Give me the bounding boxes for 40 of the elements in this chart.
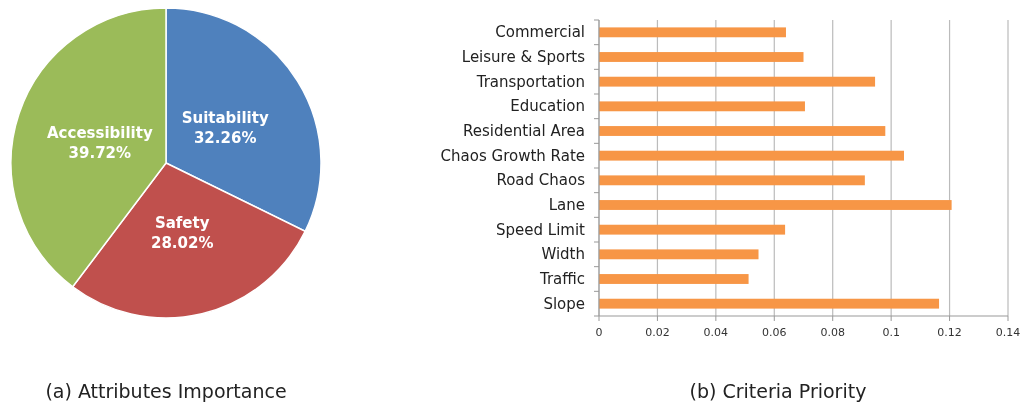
bar — [599, 249, 759, 260]
y-tick-label: Leisure & Sports — [461, 48, 586, 66]
bar — [599, 76, 876, 87]
text: (a) Attributes Importance — [45, 380, 287, 402]
y-tick-label: Education — [510, 97, 585, 116]
slice-label: Safety — [154, 213, 210, 232]
bar — [599, 274, 749, 284]
y-tick-label: Traffic — [538, 270, 585, 288]
y-tick-label: Transportation — [475, 72, 585, 91]
y-tick-label: Commercial — [495, 23, 585, 42]
y-tick-label: Slope — [543, 294, 585, 313]
text: (b) Criteria Priority — [689, 380, 867, 402]
x-tick-label: 0.14 — [995, 326, 1021, 339]
slice-label: Accessibility — [47, 123, 153, 142]
bar — [599, 224, 786, 235]
x-tick-label: 0 — [595, 326, 603, 339]
data-label: 28.02% — [150, 233, 214, 252]
x-tick-label: 0.08 — [820, 326, 845, 339]
x-tick-label: 0.04 — [703, 326, 729, 339]
y-tick-label: Road Chaos — [496, 171, 586, 190]
bar — [599, 200, 952, 210]
bar — [599, 27, 786, 38]
y-tick-label: Speed Limit — [496, 220, 586, 239]
bar — [599, 126, 886, 136]
bar — [599, 101, 805, 112]
slice-label: Suitability — [181, 109, 269, 128]
x-tick-label: 0.06 — [762, 326, 787, 339]
y-tick-label: Lane — [548, 196, 585, 214]
y-tick-label: Width — [541, 245, 585, 264]
bar — [599, 150, 904, 161]
data-label: 32.26% — [193, 129, 257, 148]
bar — [599, 175, 865, 186]
x-tick-label: 0.1 — [882, 326, 900, 339]
x-tick-label: 0.02 — [645, 326, 670, 339]
bar — [599, 52, 804, 62]
bar — [599, 298, 940, 309]
y-tick-label: Residential Area — [463, 122, 585, 140]
x-tick-label: 0.12 — [937, 326, 962, 339]
y-tick-label: Chaos Growth Rate — [440, 146, 585, 165]
data-label: 39.72% — [68, 143, 132, 162]
